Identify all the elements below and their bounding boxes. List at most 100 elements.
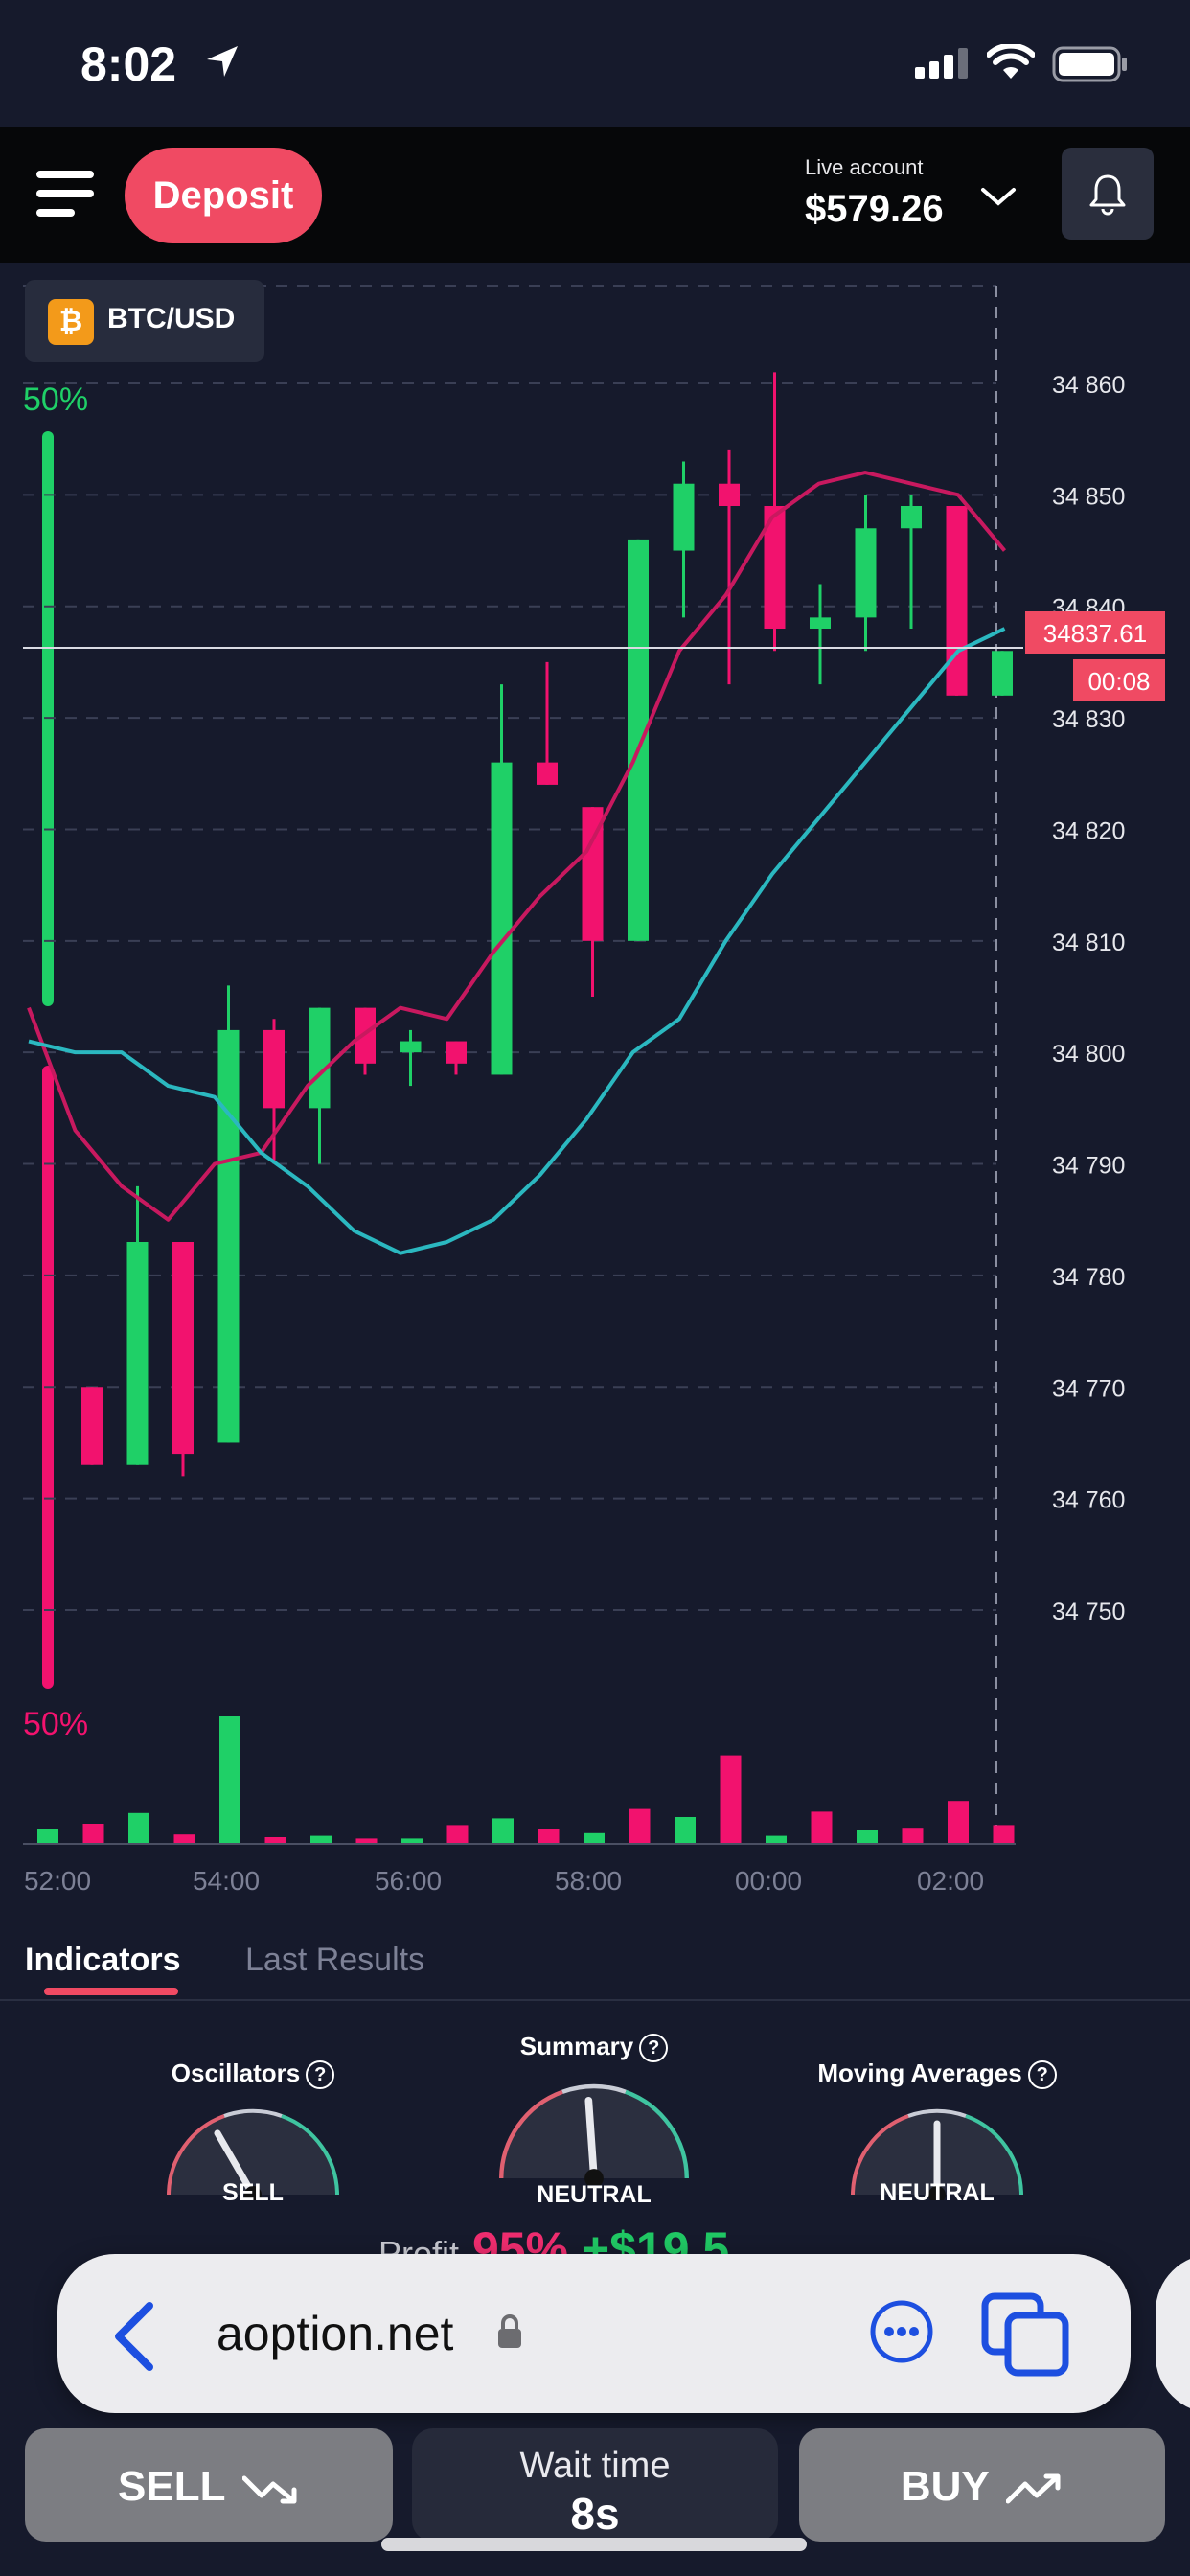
location-arrow-icon [207, 46, 238, 77]
gauge-face [169, 2110, 337, 2196]
chevron-down-icon[interactable] [979, 184, 1018, 211]
candle-body [764, 506, 786, 629]
candle-body [810, 617, 831, 629]
volume-bar [766, 1835, 787, 1844]
y-tick-label: 34 850 [1052, 483, 1125, 510]
volume-bar [720, 1755, 742, 1844]
y-tick-label: 34 770 [1052, 1375, 1125, 1402]
help-icon[interactable]: ? [306, 2060, 335, 2090]
sell-percent-label: 50% [23, 1706, 88, 1742]
gauge-neutral-arc [223, 2108, 283, 2119]
gauge-needle [214, 2129, 257, 2198]
next-tab-edge[interactable] [1156, 2254, 1190, 2413]
candle-body [491, 762, 513, 1075]
y-tick-label: 34 820 [1052, 817, 1125, 844]
current-price-badge [1025, 611, 1165, 654]
moving-averages-value: NEUTRAL [880, 2179, 995, 2206]
moving-averages-gauge: Moving Averages? NEUTRAL [817, 2058, 1057, 2206]
countdown-badge [1073, 659, 1165, 702]
x-tick-label: 54:00 [193, 1866, 260, 1896]
gauge-pivot [244, 2186, 262, 2204]
candle-body [537, 762, 558, 785]
gauge-pivot [584, 2169, 604, 2189]
gauge-buy-arc [965, 2114, 1023, 2196]
tab-last-results[interactable]: Last Results [245, 1942, 425, 1978]
candle-body [400, 1041, 422, 1053]
volume-bar [310, 1835, 332, 1844]
summary-gauge: Summary? NEUTRAL [498, 2032, 690, 2208]
oscillators-gauge: Oscillators? SELL [157, 2058, 349, 2206]
summary-gauge-dial [499, 2083, 689, 2189]
volume-bar [811, 1811, 833, 1844]
status-time: 8:02 [80, 37, 177, 91]
volume-bar [173, 1834, 195, 1844]
gauge-sell-arc [851, 2114, 909, 2196]
candle-body [81, 1387, 103, 1465]
gauge-neutral-arc [907, 2108, 967, 2119]
help-icon[interactable]: ? [1027, 2060, 1057, 2090]
more-options-icon[interactable] [868, 2298, 935, 2365]
volume-bar [446, 1825, 469, 1844]
tab-indicators[interactable]: Indicators [25, 1942, 181, 1978]
wait-time-label: Wait time [519, 2446, 671, 2486]
candle-body [628, 539, 649, 941]
lock-icon [498, 2314, 521, 2348]
sell-button[interactable]: SELL [25, 2428, 393, 2542]
current-price-label: 34837.61 [1043, 619, 1147, 648]
candle-body [172, 1242, 194, 1455]
candle-body [263, 1029, 285, 1109]
gauge-buy-arc [281, 2114, 339, 2196]
deposit-button[interactable]: Deposit [125, 148, 322, 243]
candle-body [992, 651, 1013, 696]
candle-body [446, 1041, 467, 1064]
summary-title: Summary [519, 2032, 634, 2060]
y-tick-label: 34 750 [1052, 1598, 1125, 1625]
gauge-buy-arc [625, 2089, 689, 2179]
moving-average-slow-line [28, 627, 1006, 1255]
asset-selector[interactable]: ₿ BTC/USD [25, 280, 264, 362]
menu-icon[interactable] [36, 167, 96, 220]
candle-body [946, 506, 968, 696]
volume-bar [675, 1817, 696, 1844]
gauge-neutral-arc [561, 2083, 627, 2094]
notifications-button[interactable] [1062, 148, 1154, 240]
y-tick-label: 34 860 [1052, 372, 1125, 399]
oscillators-gauge-dial [167, 2108, 339, 2204]
moving-averages-gauge-dial [851, 2108, 1023, 2204]
gauge-sell-arc [499, 2089, 563, 2179]
summary-value: NEUTRAL [537, 2181, 652, 2208]
volume-bar [538, 1828, 560, 1844]
oscillators-title: Oscillators [171, 2058, 301, 2087]
back-arrow-icon[interactable] [111, 2300, 159, 2373]
help-icon[interactable]: ? [639, 2034, 669, 2063]
y-tick-label: 34 780 [1052, 1264, 1125, 1291]
candle-body [901, 506, 922, 529]
x-tick-label: 56:00 [375, 1866, 442, 1896]
buy-percent-label: 50% [23, 381, 88, 418]
active-tab-indicator [44, 1988, 178, 1995]
tabs-icon[interactable] [979, 2292, 1075, 2379]
buy-label: BUY [900, 2463, 989, 2510]
account-balance[interactable]: $579.26 [805, 188, 944, 230]
moving-average-fast-line [27, 471, 1007, 1222]
account-type-label: Live account [805, 155, 924, 179]
status-bar: 8:02 [0, 0, 1190, 126]
bell-icon [1089, 174, 1126, 216]
volume-bar [993, 1825, 1015, 1844]
sell-sentiment-bar [42, 1066, 54, 1689]
wifi-icon [987, 44, 1035, 79]
gauge-pivot [928, 2186, 946, 2204]
volume-bar [37, 1828, 58, 1844]
cellular-signal-icon [915, 48, 968, 79]
buy-button[interactable]: BUY [799, 2428, 1165, 2542]
volume-bar [857, 1830, 878, 1844]
candle-body [855, 528, 877, 618]
gauge-needle [584, 2097, 598, 2182]
trend-up-icon [1005, 2473, 1061, 2504]
url-text[interactable]: aoption.net [217, 2307, 454, 2360]
asset-pair-label: BTC/USD [107, 303, 236, 334]
candle-body [309, 1007, 331, 1109]
bitcoin-icon: ₿ [48, 299, 94, 345]
x-tick-label: 02:00 [917, 1866, 984, 1896]
